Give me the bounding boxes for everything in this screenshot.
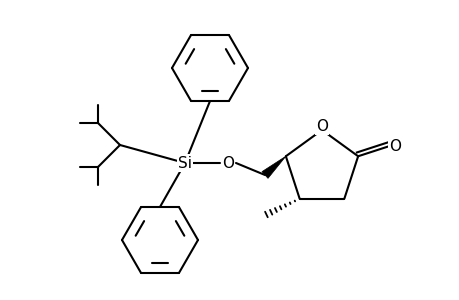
Text: Si: Si — [178, 155, 191, 170]
Text: O: O — [389, 139, 401, 154]
Polygon shape — [262, 156, 285, 178]
Text: O: O — [222, 155, 234, 170]
Text: O: O — [315, 118, 327, 134]
